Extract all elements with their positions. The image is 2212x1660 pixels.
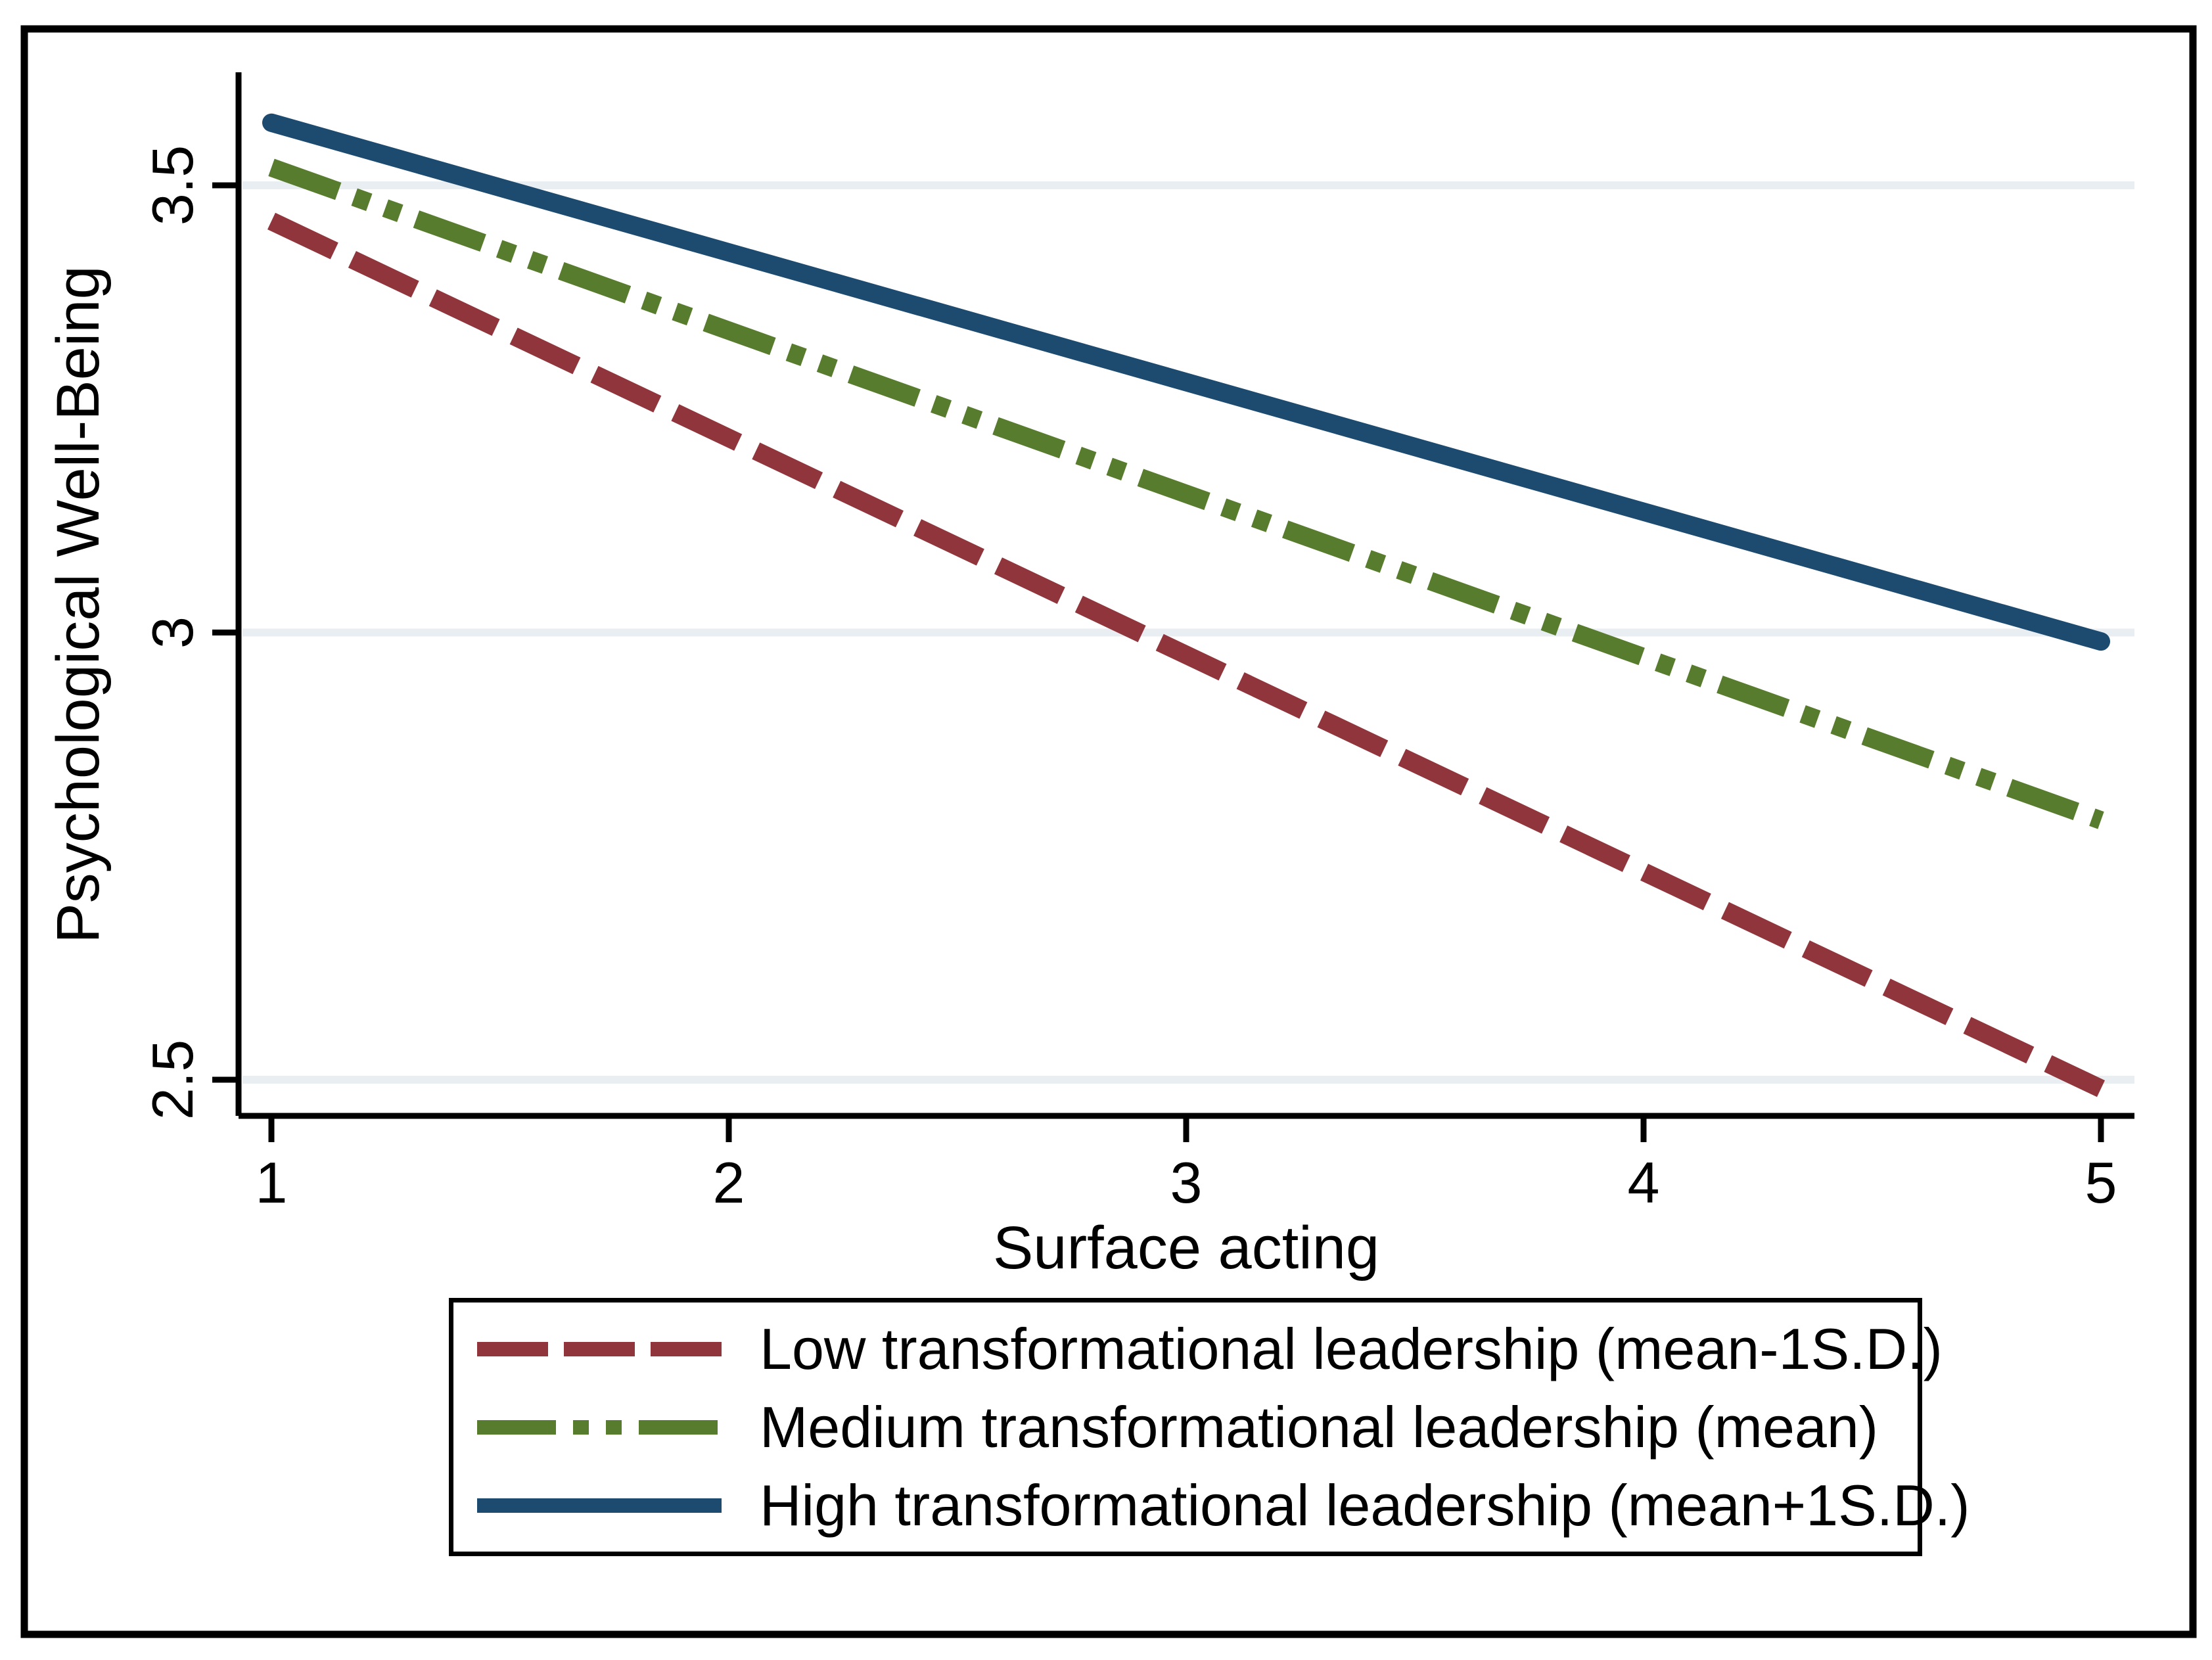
x-tick-label-5: 5: [2085, 1150, 2117, 1215]
legend-label-high: High transformational leadership (mean+1…: [760, 1472, 1970, 1538]
y-tick-label-3.5: 3.5: [140, 145, 205, 225]
legend-item-high: High transformational leadership (mean+1…: [477, 1475, 1970, 1536]
x-tick-label-1: 1: [256, 1150, 288, 1215]
series-lines: [262, 113, 2110, 1097]
series-line-0: [267, 212, 2105, 1097]
y-tick-label-3: 3: [140, 616, 205, 649]
legend-item-medium: Medium transformational leadership (mean…: [477, 1394, 1918, 1460]
legend: Low transformational leadership (mean-1S…: [449, 1298, 1970, 1556]
x-axis-title: Surface acting: [993, 1214, 1379, 1281]
figure-border: [20, 25, 2197, 1638]
series-line-1: [268, 158, 2104, 829]
legend-key-low-line-icon: [477, 1341, 722, 1356]
x-tick-label-2: 2: [713, 1150, 745, 1215]
x-tick-label-4: 4: [1628, 1150, 1660, 1215]
y-axis-title: Psychological Well-Being: [45, 265, 112, 943]
legend-key-medium-line-icon: [477, 1419, 722, 1435]
gridlines: [242, 181, 2134, 1084]
y-tick-label-2.5: 2.5: [140, 1040, 205, 1120]
x-axis-ticks: 1 2 3 4 5: [256, 1116, 2117, 1215]
y-axis-ticks: 3.5 3 2.5: [140, 145, 239, 1120]
legend-key-high-line-icon: [477, 1498, 722, 1513]
series-line-2: [262, 113, 2110, 651]
legend-label-medium: Medium transformational leadership (mean…: [760, 1394, 1879, 1460]
legend-item-low: Low transformational leadership (mean-1S…: [477, 1318, 1943, 1379]
legend-label-low: Low transformational leadership (mean-1S…: [760, 1316, 1943, 1381]
x-tick-label-3: 3: [1170, 1150, 1203, 1215]
